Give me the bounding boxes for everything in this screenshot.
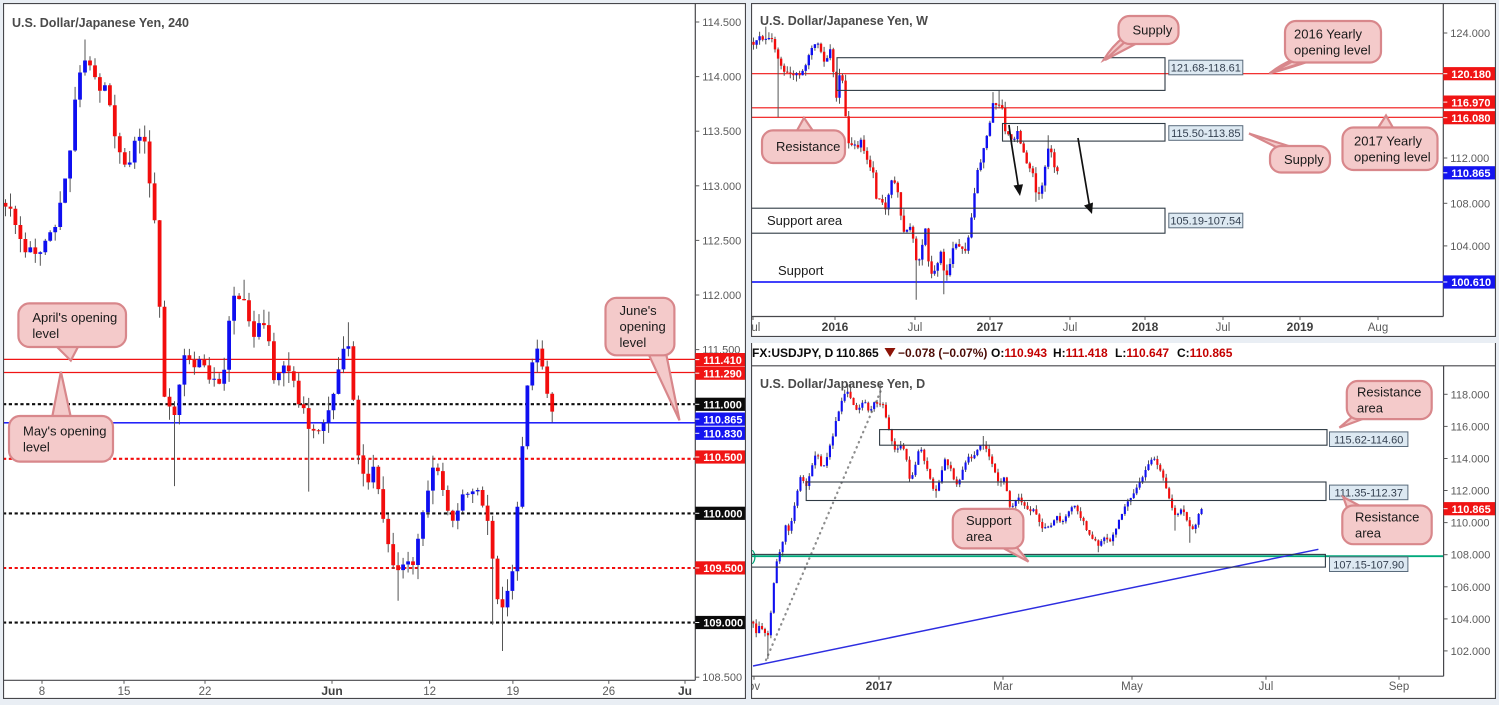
svg-text:Mar: Mar <box>993 681 1013 693</box>
svg-text:116.970: 116.970 <box>1451 97 1490 109</box>
svg-text:121.68-118.61: 121.68-118.61 <box>1171 63 1241 75</box>
svg-text:April's opening: April's opening <box>32 310 117 325</box>
svg-text:Jul: Jul <box>751 322 760 334</box>
svg-text:May's opening: May's opening <box>23 423 106 438</box>
svg-text:100.610: 100.610 <box>1451 277 1491 289</box>
svg-text:114.000: 114.000 <box>1451 454 1490 466</box>
svg-text:114.500: 114.500 <box>702 17 741 29</box>
svg-text:112.000: 112.000 <box>702 290 741 302</box>
svg-text:Resistance: Resistance <box>1357 385 1421 400</box>
svg-text:116.080: 116.080 <box>1451 113 1490 125</box>
svg-text:111.410: 111.410 <box>703 355 742 367</box>
svg-text:104.000: 104.000 <box>1450 241 1490 253</box>
svg-text:2018: 2018 <box>1132 320 1159 334</box>
svg-text:120.180: 120.180 <box>1451 69 1491 81</box>
svg-text:Ju: Ju <box>678 684 692 698</box>
svg-text:12: 12 <box>423 686 436 698</box>
svg-text:15: 15 <box>118 686 131 698</box>
svg-text:Support: Support <box>778 263 824 278</box>
svg-text:107.15-107.90: 107.15-107.90 <box>1333 559 1404 571</box>
svg-text:Support: Support <box>966 513 1012 528</box>
svg-text:2016: 2016 <box>822 320 849 334</box>
svg-text:Sep: Sep <box>1389 681 1409 693</box>
svg-text:area: area <box>1355 525 1382 540</box>
svg-text:May: May <box>1121 681 1143 693</box>
svg-text:104.000: 104.000 <box>1451 614 1491 626</box>
svg-text:June's: June's <box>620 303 658 318</box>
svg-text:111.000: 111.000 <box>703 400 742 412</box>
svg-text:115.50-113.85: 115.50-113.85 <box>1171 128 1240 140</box>
svg-text:level: level <box>620 335 647 350</box>
svg-text:Jul: Jul <box>1063 322 1078 334</box>
svg-text:109.000: 109.000 <box>703 618 743 630</box>
svg-text:Aug: Aug <box>1368 322 1388 334</box>
svg-text:level: level <box>32 326 59 341</box>
svg-text:110.830: 110.830 <box>703 429 742 441</box>
svg-text:Jul: Jul <box>1259 681 1274 693</box>
svg-text:): ) <box>752 548 757 565</box>
svg-text:110.000: 110.000 <box>1451 518 1490 530</box>
svg-text:108.000: 108.000 <box>1450 198 1490 210</box>
svg-text:Jun: Jun <box>321 684 342 698</box>
svg-text:115.62-114.60: 115.62-114.60 <box>1334 434 1403 446</box>
svg-text:8: 8 <box>39 686 45 698</box>
svg-text:113.000: 113.000 <box>702 181 741 193</box>
svg-text:110.865: 110.865 <box>1452 504 1491 516</box>
svg-text:2017: 2017 <box>977 320 1004 334</box>
svg-text:112.000: 112.000 <box>1451 486 1490 498</box>
svg-text:2016 Yearly: 2016 Yearly <box>1294 26 1362 41</box>
svg-text:22: 22 <box>199 686 212 698</box>
svg-text:118.000: 118.000 <box>1451 389 1490 401</box>
svg-text:108.000: 108.000 <box>1451 550 1491 562</box>
svg-text:2017 Yearly: 2017 Yearly <box>1354 133 1422 148</box>
svg-text:U.S. Dollar/Japanese Yen, W: U.S. Dollar/Japanese Yen, W <box>760 14 928 28</box>
svg-text:111.35-112.37: 111.35-112.37 <box>1334 488 1403 500</box>
svg-text:area: area <box>966 529 993 544</box>
svg-text:111.290: 111.290 <box>703 368 742 380</box>
svg-text:110.865: 110.865 <box>703 414 742 426</box>
svg-text:19: 19 <box>507 686 520 698</box>
svg-text:opening level: opening level <box>1354 149 1431 164</box>
svg-text:Support area: Support area <box>767 213 843 228</box>
svg-text:116.000: 116.000 <box>1451 421 1490 433</box>
svg-text:2019: 2019 <box>1287 320 1314 334</box>
svg-text:114.000: 114.000 <box>702 72 741 84</box>
svg-text:113.500: 113.500 <box>702 126 741 138</box>
svg-text:109.500: 109.500 <box>703 563 743 575</box>
svg-text:U.S. Dollar/Japanese Yen, 240: U.S. Dollar/Japanese Yen, 240 <box>12 16 189 30</box>
svg-text:Resistance: Resistance <box>1355 509 1419 524</box>
svg-text:110.865: 110.865 <box>1451 168 1490 180</box>
svg-text:2017: 2017 <box>866 679 893 693</box>
svg-text:102.000: 102.000 <box>1451 646 1491 658</box>
svg-text:110.500: 110.500 <box>703 452 742 464</box>
svg-text:124.000: 124.000 <box>1450 28 1490 40</box>
svg-text:Jul: Jul <box>908 322 923 334</box>
svg-text:Supply: Supply <box>1133 23 1173 38</box>
svg-text:level: level <box>23 439 50 454</box>
svg-text:26: 26 <box>602 686 615 698</box>
svg-text:110.000: 110.000 <box>703 509 742 521</box>
svg-text:ov: ov <box>751 681 760 693</box>
svg-text:108.500: 108.500 <box>702 672 742 684</box>
svg-text:area: area <box>1357 401 1384 416</box>
svg-text:106.000: 106.000 <box>1451 582 1491 594</box>
svg-text:U.S. Dollar/Japanese Yen, D: U.S. Dollar/Japanese Yen, D <box>760 377 925 391</box>
svg-text:Jul: Jul <box>1216 322 1231 334</box>
svg-text:opening: opening <box>620 319 666 334</box>
svg-text:opening level: opening level <box>1294 42 1371 57</box>
svg-text:112.000: 112.000 <box>1450 153 1489 165</box>
svg-text:112.500: 112.500 <box>702 235 741 247</box>
svg-text:105.19-107.54: 105.19-107.54 <box>1170 216 1241 228</box>
svg-text:Supply: Supply <box>1284 152 1324 167</box>
svg-text:Resistance: Resistance <box>776 139 840 154</box>
